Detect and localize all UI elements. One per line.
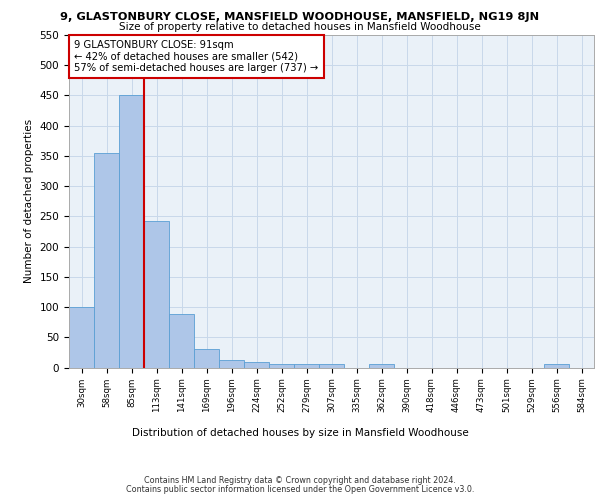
Bar — [194, 350, 219, 368]
Text: 9 GLASTONBURY CLOSE: 91sqm
← 42% of detached houses are smaller (542)
57% of sem: 9 GLASTONBURY CLOSE: 91sqm ← 42% of deta… — [74, 40, 319, 73]
Bar — [244, 362, 269, 368]
Bar — [269, 364, 294, 368]
Bar — [369, 364, 394, 368]
Y-axis label: Number of detached properties: Number of detached properties — [24, 119, 34, 284]
Text: Contains public sector information licensed under the Open Government Licence v3: Contains public sector information licen… — [126, 484, 474, 494]
Text: Distribution of detached houses by size in Mansfield Woodhouse: Distribution of detached houses by size … — [131, 428, 469, 438]
Bar — [219, 360, 244, 368]
Bar — [94, 153, 119, 368]
Bar — [319, 364, 344, 368]
Bar — [69, 307, 94, 368]
Text: Size of property relative to detached houses in Mansfield Woodhouse: Size of property relative to detached ho… — [119, 22, 481, 32]
Bar — [144, 220, 169, 368]
Text: 9, GLASTONBURY CLOSE, MANSFIELD WOODHOUSE, MANSFIELD, NG19 8JN: 9, GLASTONBURY CLOSE, MANSFIELD WOODHOUS… — [61, 12, 539, 22]
Bar — [169, 314, 194, 368]
Bar — [544, 364, 569, 368]
Bar — [119, 96, 144, 368]
Bar — [294, 364, 319, 368]
Text: Contains HM Land Registry data © Crown copyright and database right 2024.: Contains HM Land Registry data © Crown c… — [144, 476, 456, 485]
